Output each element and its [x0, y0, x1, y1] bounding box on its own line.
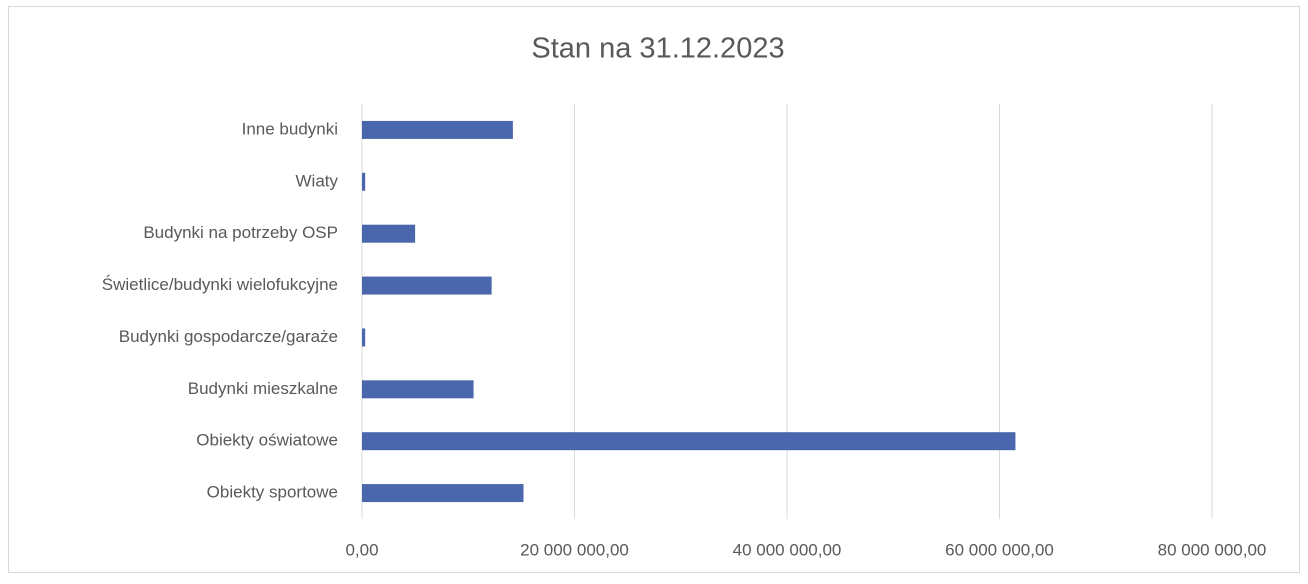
bar: [362, 276, 492, 295]
y-tick-label: Budynki na potrzeby OSP: [143, 223, 338, 242]
y-tick-label: Obiekty oświatowe: [196, 431, 338, 450]
x-tick-label: 0,00: [345, 540, 378, 559]
x-tick-label: 40 000 000,00: [733, 540, 842, 559]
y-tick-label: Budynki mieszkalne: [188, 379, 338, 398]
bar: [362, 484, 524, 503]
bar: [362, 120, 513, 139]
y-tick-label: Wiaty: [296, 171, 339, 190]
bar: [362, 328, 366, 347]
bar: [362, 432, 1016, 451]
chart-frame: [8, 6, 1300, 573]
y-tick-label: Budynki gospodarcze/garaże: [119, 327, 338, 346]
x-tick-label: 20 000 000,00: [520, 540, 629, 559]
bar: [362, 224, 416, 243]
x-tick-label: 80 000 000,00: [1158, 540, 1267, 559]
y-tick-label: Świetlice/budynki wielofukcyjne: [102, 275, 338, 294]
x-tick-label: 60 000 000,00: [945, 540, 1054, 559]
y-tick-label: Obiekty sportowe: [207, 483, 338, 502]
chart-title: Stan na 31.12.2023: [531, 33, 784, 65]
bar: [362, 380, 474, 399]
y-tick-label: Inne budynki: [242, 119, 338, 138]
bar: [362, 172, 366, 191]
